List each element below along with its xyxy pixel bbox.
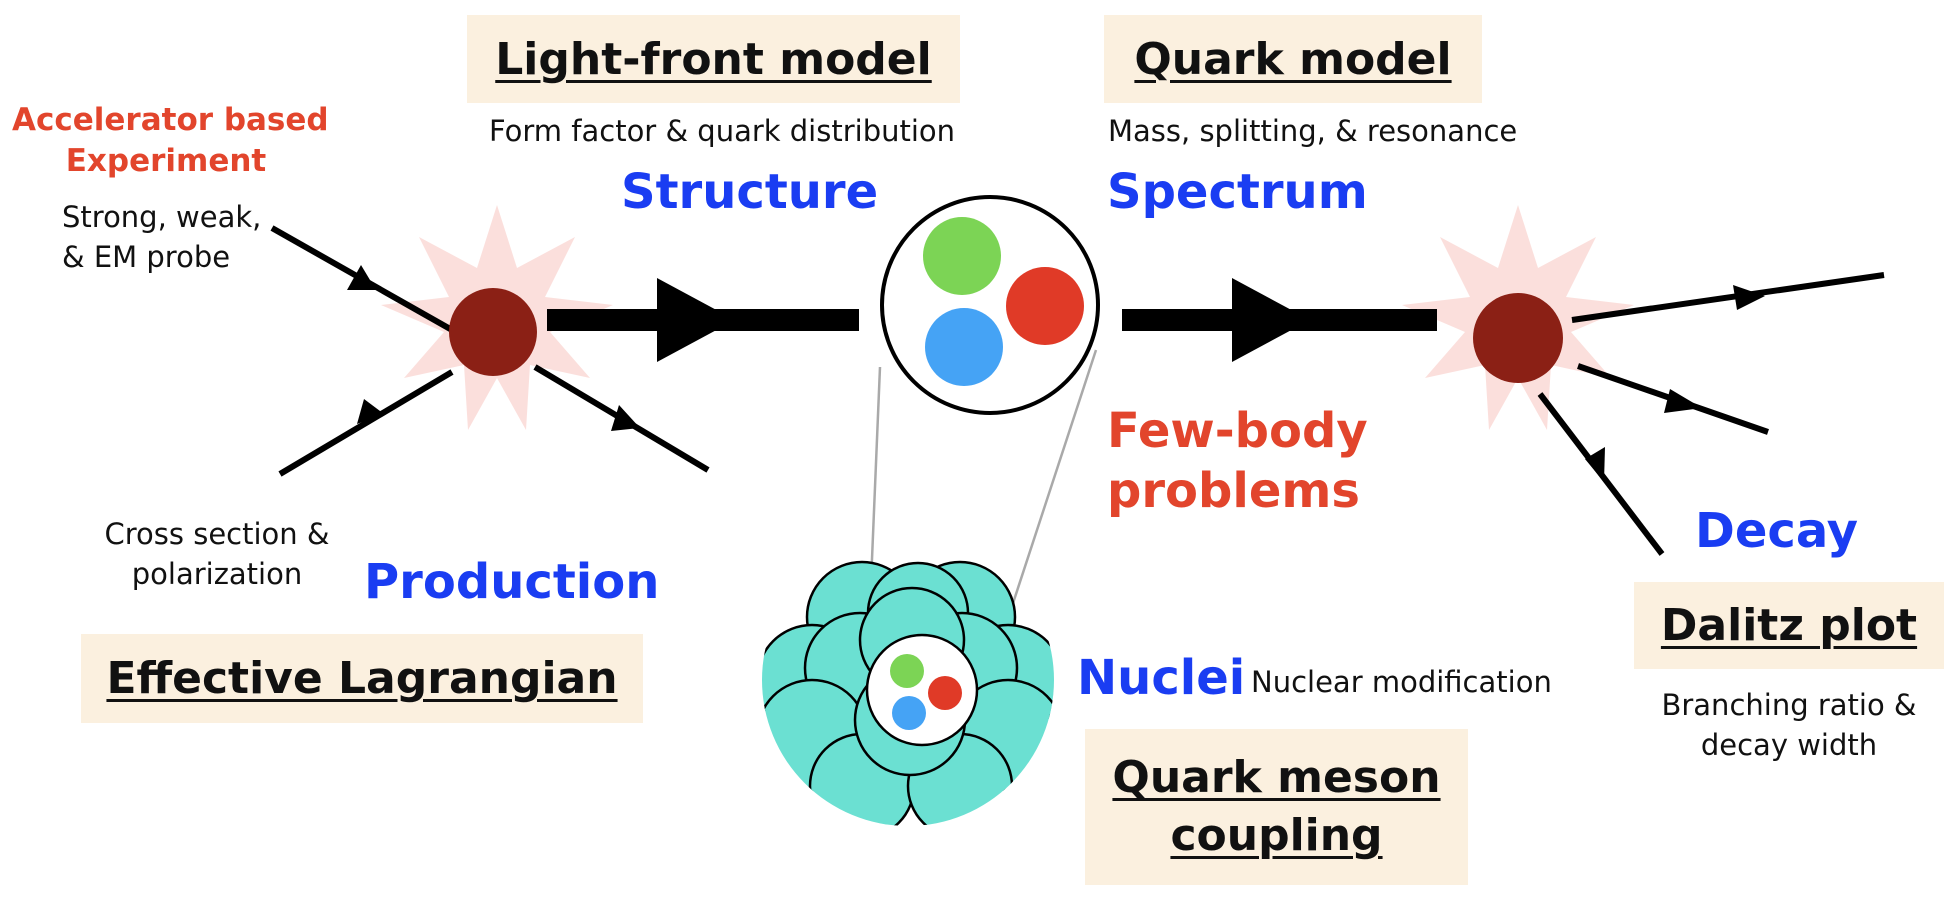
effective-lagrangian-box: Effective Lagrangian [81,634,643,723]
qmc-title-line1: Quark meson [1112,752,1441,803]
nuclei-label: Nuclei [1077,650,1246,706]
qmc-title-line2: coupling [1170,810,1383,861]
production-label: Production [364,554,660,610]
production-vertex [449,288,537,376]
mass-caption: Mass, splitting, & resonance [1108,114,1518,148]
decay-label: Decay [1695,503,1859,559]
light-front-model-box: Light-front model [467,15,960,103]
probe-caption-line2: & EM probe [62,240,231,274]
nuclear-modification-caption: Nuclear modification [1251,665,1552,699]
structure-arrow [547,278,859,362]
quark-model-title: Quark model [1134,33,1452,85]
production-arrowheads [347,265,640,431]
accelerator-label-line1: Accelerator based [12,102,329,138]
dalitz-plot-title: Dalitz plot [1660,600,1918,651]
form-factor-caption: Form factor & quark distribution [489,114,956,148]
branching-caption-line1: Branching ratio & [1661,688,1917,722]
light-front-model-title: Light-front model [495,33,932,85]
accelerator-label-line2: Experiment [65,143,267,179]
cross-section-caption-line2: polarization [131,557,303,591]
hadron [880,195,1100,415]
effective-lagrangian-title: Effective Lagrangian [106,653,618,704]
spectrum-arrow [1122,278,1437,362]
spectrum-label: Spectrum [1107,164,1368,220]
cross-section-caption-line1: Cross section & [104,517,330,551]
dalitz-plot-box: Dalitz plot [1634,582,1944,669]
structure-label: Structure [621,164,879,220]
probe-caption-line1: Strong, weak, [62,200,262,234]
nucleus-hadron [865,633,979,747]
few-body-label-line1: Few-body [1107,403,1368,459]
decay-arrowheads [1585,285,1765,482]
few-body-label-line2: problems [1107,463,1360,519]
quark-model-box: Quark model [1104,15,1482,103]
decay-vertex [1473,293,1563,383]
branching-caption-line2: decay width [1700,728,1878,762]
quark-meson-coupling-box: Quark meson coupling [1085,729,1468,885]
